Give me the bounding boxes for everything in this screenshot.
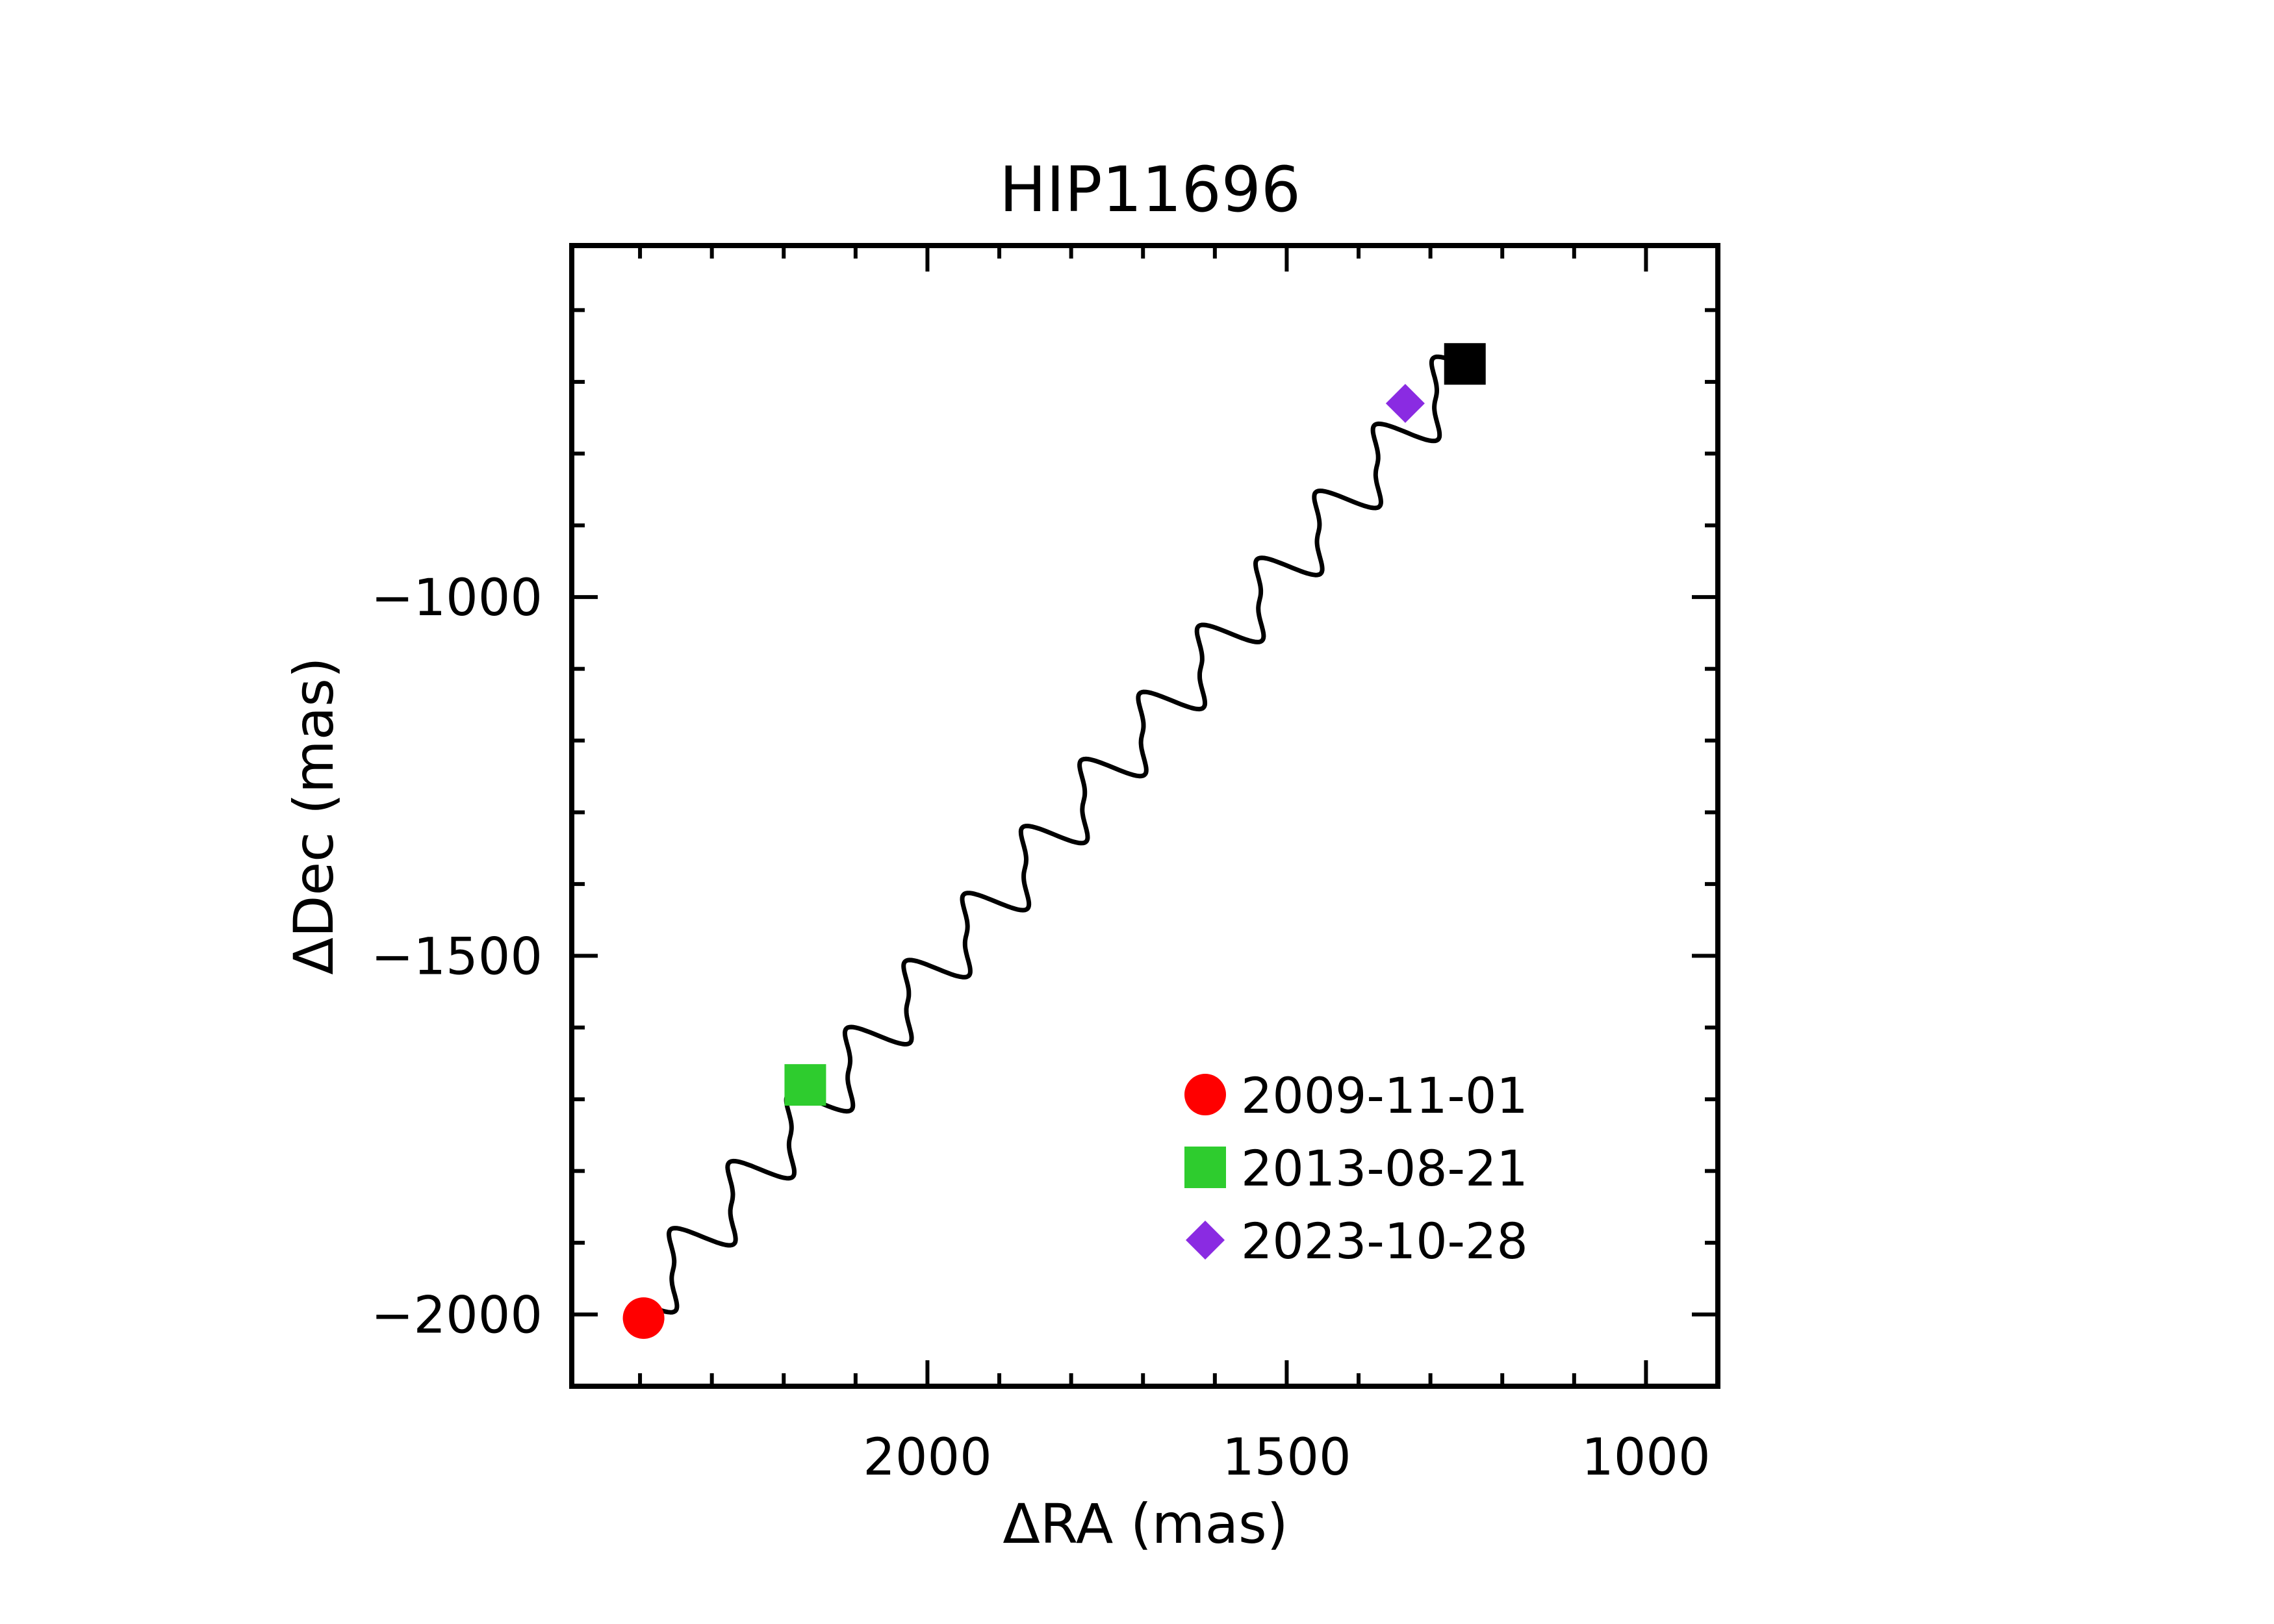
marker-2009-11-01 [622,1297,665,1339]
x-tick-label: 1000 [1581,1428,1711,1487]
plot-frame [569,243,1720,1389]
data-markers [622,343,1486,1339]
marker-current-position [1444,343,1486,385]
legend-label: 2013-08-21 [1241,1139,1528,1197]
legend-symbol-2013-08-21 [1184,1147,1226,1188]
legend-symbol-2009-11-01 [1184,1074,1226,1115]
x-tick-label: 2000 [863,1428,992,1487]
y-axis-label: ΔDec (mas) [282,657,346,974]
chart-title: HIP11696 [999,153,1301,226]
y-tick-label: −1000 [371,569,543,628]
legend-label: 2009-11-01 [1241,1067,1528,1124]
marker-2023-10-28 [1385,383,1425,423]
marker-2013-08-21 [784,1064,826,1106]
x-axis-label: ΔRA (mas) [1003,1492,1288,1556]
x-tick-label: 1500 [1222,1428,1351,1487]
legend-symbol-2023-10-28 [1186,1221,1225,1260]
y-tick-label: −2000 [371,1287,543,1345]
legend-label: 2023-10-28 [1241,1212,1528,1270]
proper-motion-track [641,354,1468,1315]
y-tick-label: −1500 [371,928,543,986]
legend: 2009-11-01 2013-08-21 2023-10-28 [1184,1067,1528,1270]
axis-tick-labels: 2000 1500 1000 −1000 −1500 −2000 [371,569,1711,1487]
